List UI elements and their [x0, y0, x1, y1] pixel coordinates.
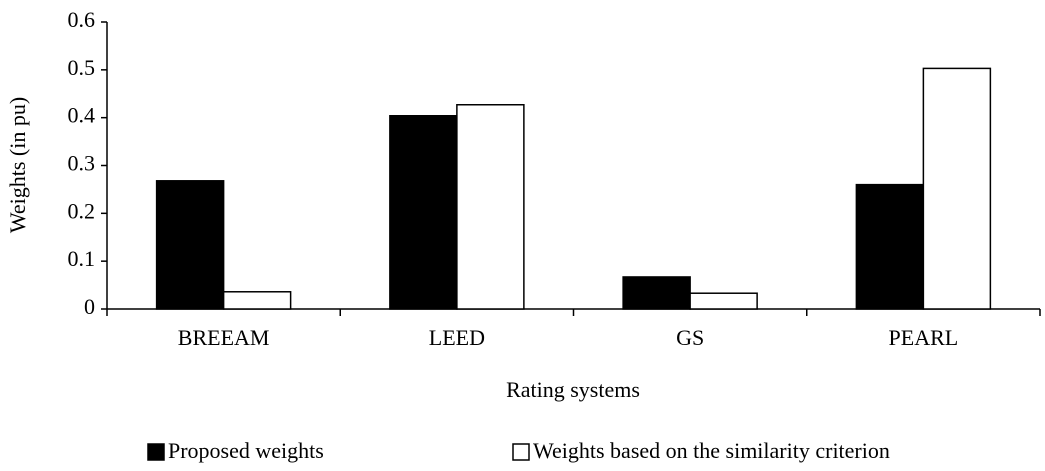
x-tick-label: GS	[676, 325, 704, 350]
legend-swatch	[512, 443, 530, 461]
x-axis-label: Rating systems	[506, 377, 640, 402]
legend-label: Weights based on the similarity criterio…	[533, 438, 890, 463]
bar	[622, 276, 691, 310]
legend-label: Proposed weights	[168, 438, 324, 463]
bar	[689, 292, 758, 310]
y-tick-label: 0.6	[68, 7, 96, 32]
y-tick-label: 0.5	[68, 55, 96, 80]
y-tick-label: 0.4	[68, 103, 96, 128]
bar	[855, 183, 925, 310]
bar	[155, 180, 225, 310]
bar	[922, 67, 992, 310]
y-tick-label: 0.3	[68, 151, 96, 176]
legend-swatch	[147, 443, 165, 461]
bar	[456, 104, 525, 310]
y-tick-label: 0.2	[68, 198, 96, 223]
x-tick-label: BREEAM	[178, 325, 270, 350]
y-tick-label: 0	[84, 294, 95, 319]
x-tick-label: LEED	[429, 325, 485, 350]
x-tick-label: PEARL	[889, 325, 959, 350]
y-axis-label: Weights (in pu)	[5, 97, 30, 233]
y-tick-label: 0.1	[68, 246, 96, 271]
bar	[222, 291, 292, 310]
bar	[389, 115, 458, 310]
